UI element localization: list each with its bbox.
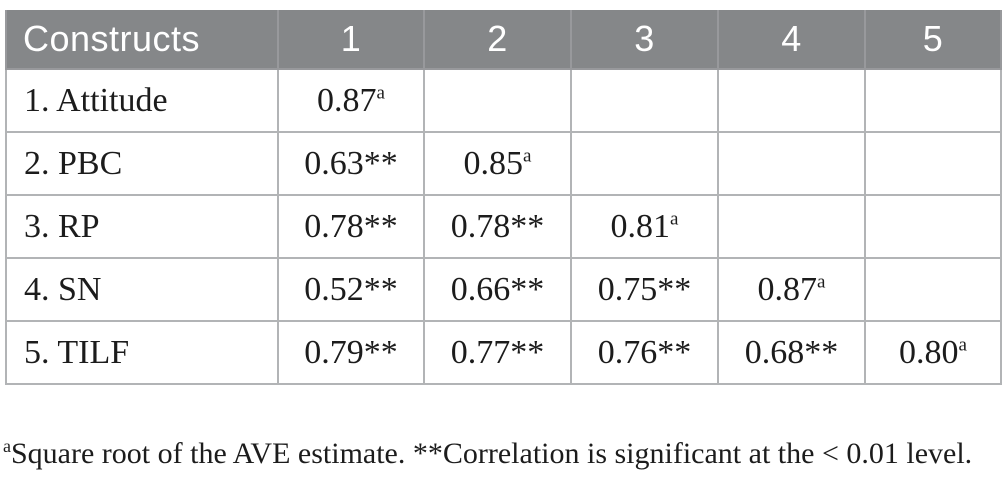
cell-value: 0.75** — [597, 270, 692, 308]
table-row: 2. PBC 0.63** 0.85a — [5, 131, 1002, 196]
cell: 0.66** — [423, 257, 572, 322]
cell: 0.78** — [277, 194, 425, 259]
construct-label: 5. TILF — [5, 320, 279, 385]
cell-value: 0.81 — [610, 207, 671, 245]
cell-value: 0.66** — [450, 270, 545, 308]
cell — [717, 194, 866, 259]
column-header-5: 5 — [864, 10, 1002, 70]
cell: 0.87a — [717, 257, 866, 322]
cell-value: 0.78** — [304, 207, 398, 245]
cell: 0.75** — [570, 257, 719, 322]
cell-value: 0.80 — [899, 333, 959, 371]
cell — [717, 68, 866, 133]
cell-value: 0.87 — [317, 81, 377, 119]
cell-value: 0.79** — [304, 333, 398, 371]
cell: 0.81a — [570, 194, 719, 259]
cell: 0.87a — [277, 68, 425, 133]
column-header-3: 3 — [570, 10, 719, 70]
cell — [864, 131, 1002, 196]
header-row: Constructs 1 2 3 4 5 — [5, 10, 1002, 70]
cell — [570, 131, 719, 196]
cell-superscript: a — [376, 82, 385, 104]
correlation-table-container: Constructs 1 2 3 4 5 1. Attitude 0.87a 2… — [5, 10, 1002, 385]
cell-superscript: a — [958, 334, 967, 356]
table-body: 1. Attitude 0.87a 2. PBC 0.63** 0.85a 3.… — [5, 68, 1002, 385]
cell-value: 0.87 — [757, 270, 818, 308]
cell: 0.52** — [277, 257, 425, 322]
table-row: 1. Attitude 0.87a — [5, 68, 1002, 133]
construct-label: 3. RP — [5, 194, 279, 259]
table-header: Constructs 1 2 3 4 5 — [5, 10, 1002, 70]
cell: 0.77** — [423, 320, 572, 385]
table-footnote: aSquare root of the AVE estimate. **Corr… — [3, 437, 972, 471]
cell — [864, 194, 1002, 259]
construct-label: 4. SN — [5, 257, 279, 322]
cell — [423, 68, 572, 133]
cell-value: 0.78** — [450, 207, 545, 245]
construct-label: 1. Attitude — [5, 68, 279, 133]
cell-value: 0.77** — [450, 333, 545, 371]
footnote-superscript: a — [3, 436, 11, 456]
cell-value: 0.63** — [304, 144, 398, 182]
cell: 0.80a — [864, 320, 1002, 385]
column-header-1: 1 — [277, 10, 425, 70]
construct-label: 2. PBC — [5, 131, 279, 196]
footnote-text: Square root of the AVE estimate. **Corre… — [11, 437, 973, 470]
cell-value: 0.52** — [304, 270, 398, 308]
table-row: 5. TILF 0.79** 0.77** 0.76** 0.68** 0.80… — [5, 320, 1002, 385]
column-header-2: 2 — [423, 10, 572, 70]
cell-superscript: a — [523, 145, 532, 167]
column-header-constructs: Constructs — [5, 10, 279, 70]
table-row: 3. RP 0.78** 0.78** 0.81a — [5, 194, 1002, 259]
cell: 0.85a — [423, 131, 572, 196]
cell: 0.76** — [570, 320, 719, 385]
cell: 0.78** — [423, 194, 572, 259]
cell-superscript: a — [817, 271, 826, 293]
table-row: 4. SN 0.52** 0.66** 0.75** 0.87a — [5, 257, 1002, 322]
cell-value: 0.68** — [744, 333, 839, 371]
cell — [864, 257, 1002, 322]
cell — [570, 68, 719, 133]
cell — [864, 68, 1002, 133]
cell: 0.63** — [277, 131, 425, 196]
cell-superscript: a — [670, 208, 679, 230]
cell-value: 0.76** — [597, 333, 692, 371]
cell — [717, 131, 866, 196]
column-header-4: 4 — [717, 10, 866, 70]
cell: 0.79** — [277, 320, 425, 385]
cell-value: 0.85 — [463, 144, 524, 182]
correlation-matrix-table: Constructs 1 2 3 4 5 1. Attitude 0.87a 2… — [5, 10, 1002, 385]
cell: 0.68** — [717, 320, 866, 385]
